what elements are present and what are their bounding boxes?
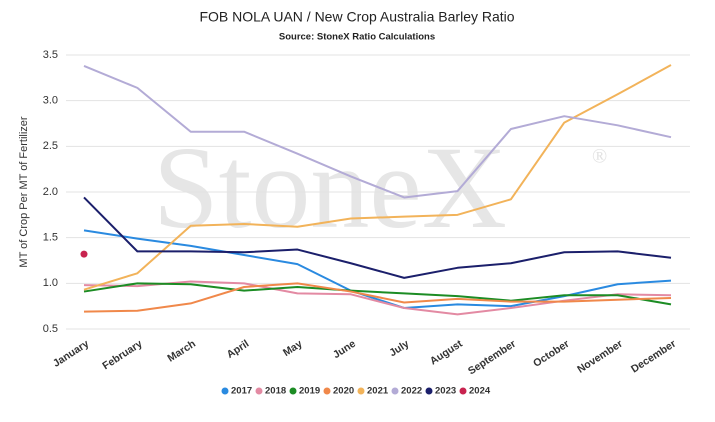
y-tick-label: 1.0 (43, 277, 58, 289)
y-tick-label: 3.0 (43, 95, 58, 107)
chart-title: FOB NOLA UAN / New Crop Australia Barley… (199, 9, 514, 25)
series-line (83, 229, 672, 309)
legend-label: 2017 (231, 386, 252, 397)
legend-swatch (289, 387, 297, 395)
watermark-symbol: ® (592, 146, 607, 168)
legend-label: 2020 (333, 386, 354, 397)
x-tick-label: January (51, 338, 91, 370)
chart-subtitle: Source: StoneX Ratio Calculations (279, 32, 435, 43)
series-line (83, 196, 672, 279)
series-line (83, 280, 672, 316)
series-line (83, 282, 672, 313)
x-tick-label: December (629, 338, 678, 376)
legend-label: 2019 (299, 386, 320, 397)
series-line (83, 282, 672, 306)
legend-swatch (221, 387, 229, 395)
legend-label: 2022 (401, 386, 422, 397)
x-tick-label: October (531, 338, 571, 370)
legend-swatch (425, 387, 433, 395)
legend-label: 2023 (435, 386, 456, 397)
x-tick-label: November (575, 338, 625, 376)
y-tick-label: 1.5 (43, 232, 58, 244)
x-tick-label: April (225, 338, 252, 361)
y-axis-label: MT of Crop Per MT of Fertilizer (18, 116, 30, 268)
x-tick-label: June (331, 338, 358, 361)
x-tick-label: August (428, 338, 465, 368)
legend-label: 2024 (469, 386, 491, 397)
y-tick-label: 2.0 (43, 186, 58, 198)
x-tick-label: March (165, 338, 197, 365)
y-tick-label: 0.5 (43, 323, 58, 335)
x-tick-label: May (281, 338, 305, 359)
y-tick-label: 2.5 (43, 140, 58, 152)
x-tick-label: July (387, 338, 411, 360)
x-tick-label: February (100, 338, 144, 373)
x-tick-label: September (466, 338, 518, 378)
series-point (80, 250, 88, 258)
series-line (83, 65, 672, 199)
watermark: StoneX (153, 122, 507, 253)
legend-swatch (357, 387, 365, 395)
legend-label: 2021 (367, 386, 389, 397)
y-tick-label: 3.5 (43, 49, 58, 61)
legend-swatch (391, 387, 399, 395)
legend-swatch (459, 387, 467, 395)
legend-label: 2018 (265, 386, 286, 397)
legend-swatch (323, 387, 331, 395)
legend-swatch (255, 387, 263, 395)
